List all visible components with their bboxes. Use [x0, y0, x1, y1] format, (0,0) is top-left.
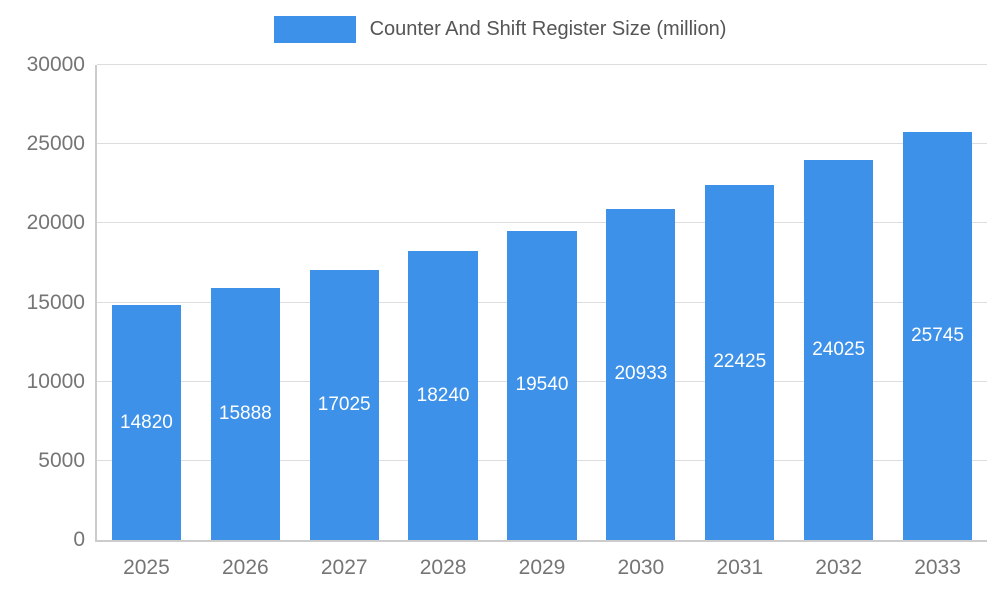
- bar-value-label: 19540: [515, 374, 569, 396]
- gridline: [97, 143, 987, 145]
- chart-legend: Counter And Shift Register Size (million…: [0, 16, 1000, 43]
- bar-slot: 25745: [888, 65, 987, 540]
- gridline: [97, 64, 987, 65]
- y-tick-label: 0: [73, 528, 85, 551]
- bar-value-label: 14820: [120, 411, 173, 433]
- y-tick-label: 10000: [26, 369, 85, 393]
- y-tick-label: 25000: [26, 132, 85, 156]
- x-tick-label: 2026: [221, 556, 269, 579]
- bar-slot: 14820: [97, 65, 196, 540]
- bar: 15888: [210, 288, 280, 540]
- bar: 20933: [606, 208, 676, 540]
- bar-value-label: 15888: [218, 403, 272, 425]
- gridline: [97, 222, 987, 224]
- legend-label: Counter And Shift Register Size (million…: [369, 18, 727, 40]
- x-tick-label: 2030: [617, 556, 665, 579]
- bar: 22425: [705, 184, 775, 540]
- x-tick-label: 2025: [123, 556, 170, 579]
- y-tick-label: 30000: [26, 53, 85, 76]
- bar-slot: 18240: [394, 65, 493, 540]
- bar-slot: 20933: [591, 65, 690, 540]
- bar: 17025: [309, 270, 379, 540]
- y-tick-label: 15000: [26, 290, 85, 314]
- bar: 18240: [408, 251, 478, 540]
- x-tick-label: 2032: [815, 556, 863, 579]
- x-tick-label: 2027: [320, 556, 368, 579]
- bar-slot: 15888: [196, 65, 295, 540]
- bar-value-label: 25745: [911, 325, 964, 347]
- bar-value-label: 24025: [812, 338, 866, 360]
- bar: 19540: [507, 230, 577, 540]
- y-tick-label: 5000: [38, 448, 85, 472]
- bar: 24025: [804, 159, 874, 540]
- y-tick-label: 20000: [26, 211, 85, 235]
- plot-area: 0 5000 10000 15000 20000 25000 30000 2025 14820 2…: [27, 53, 987, 579]
- bar-slot: 24025: [789, 65, 888, 540]
- bar: 25745: [902, 132, 973, 540]
- bar-slot: 19540: [493, 65, 592, 540]
- bar-slot: 17025: [295, 65, 394, 540]
- x-tick-label: 2028: [419, 556, 467, 579]
- bar: 14820: [111, 305, 182, 540]
- x-tick-label: 2031: [716, 556, 764, 579]
- bar-value-label: 22425: [713, 351, 767, 373]
- bar-value-label: 20933: [614, 363, 668, 385]
- bar-slot: 22425: [690, 65, 789, 540]
- legend-swatch: [273, 16, 356, 43]
- x-tick-label: 2029: [518, 556, 566, 579]
- bar-value-label: 17025: [317, 394, 371, 416]
- x-tick-label: 2033: [914, 556, 961, 579]
- bar-value-label: 18240: [416, 384, 470, 406]
